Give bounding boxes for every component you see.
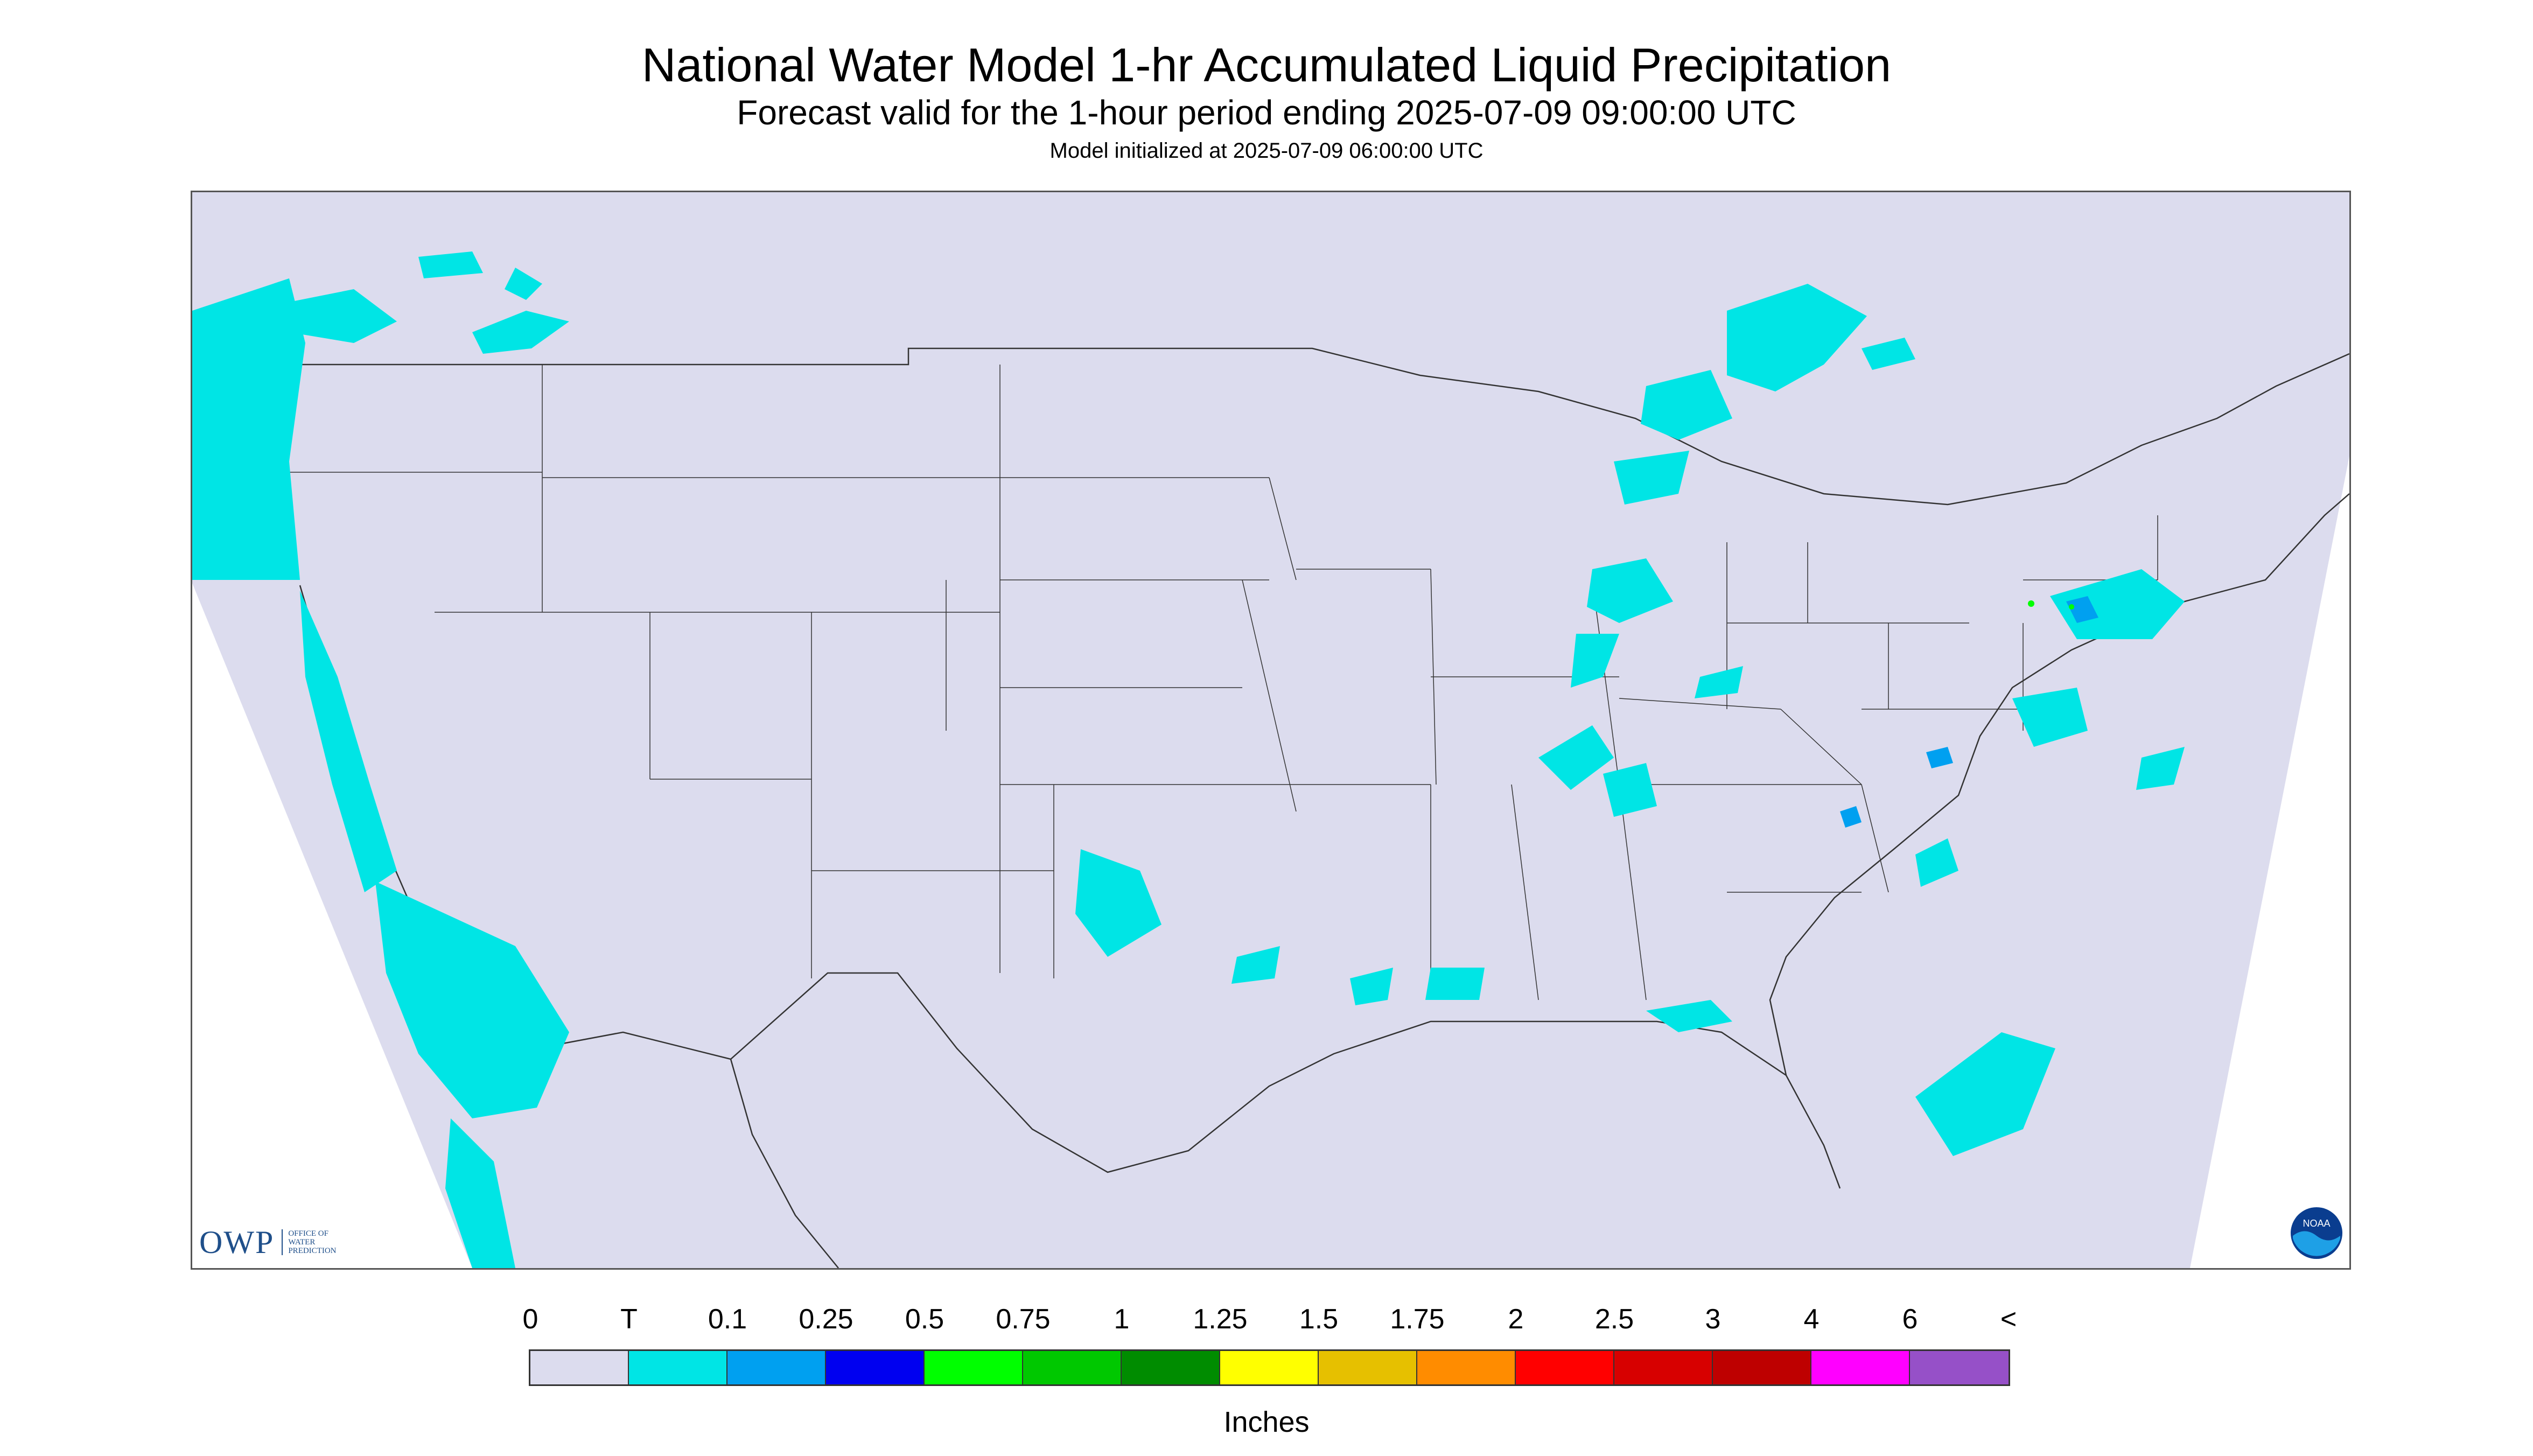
legend-swatch xyxy=(1516,1351,1614,1384)
trace-precip-areas xyxy=(192,251,2185,1268)
legend-swatch xyxy=(1811,1351,1910,1384)
legend-swatch xyxy=(1417,1351,1516,1384)
legend-tick-label: 1.75 xyxy=(1390,1304,1445,1335)
precipitation-map xyxy=(191,191,2351,1270)
legend-tick-label: 0.25 xyxy=(799,1304,853,1335)
legend-swatch xyxy=(826,1351,925,1384)
legend-swatch xyxy=(530,1351,629,1384)
model-init-text: Model initialized at 2025-07-09 06:00:00… xyxy=(1049,139,1484,163)
legend-tick-label: 0 xyxy=(522,1304,538,1335)
map-subtitle: Forecast valid for the 1-hour period end… xyxy=(737,93,1796,132)
owp-logo-mark: OWP xyxy=(199,1224,275,1260)
owp-logo-line: OFFICE OF xyxy=(288,1229,328,1238)
svg-text:NOAA: NOAA xyxy=(2303,1218,2330,1229)
map-canvas xyxy=(192,192,2349,1268)
legend-tick-label: 4 xyxy=(1803,1304,1820,1335)
owp-logo-text: OFFICE OF WATER PREDICTION xyxy=(282,1229,337,1255)
legend-swatch xyxy=(629,1351,727,1384)
legend-tick-label: 0.5 xyxy=(905,1304,944,1335)
legend-swatch xyxy=(1319,1351,1417,1384)
legend-swatch xyxy=(1910,1351,2009,1384)
state-borders xyxy=(289,365,2158,1000)
legend-tick-label: 1 xyxy=(1114,1304,1130,1335)
map-title: National Water Model 1-hr Accumulated Li… xyxy=(641,38,1892,92)
legend-tick-label: < xyxy=(2000,1304,2017,1335)
light-precip-areas xyxy=(1840,596,2098,828)
noaa-logo: NOAA xyxy=(2291,1207,2342,1259)
legend-labels: 0 T 0.1 0.25 0.5 0.75 1 1.25 1.5 1.75 2 2.5 3 4 6 < xyxy=(0,1303,2533,1341)
legend-tick-label: 0.75 xyxy=(996,1304,1051,1335)
legend-swatch xyxy=(1122,1351,1220,1384)
legend-swatch xyxy=(925,1351,1023,1384)
model-domain xyxy=(192,192,2349,1268)
legend-swatch xyxy=(1713,1351,1811,1384)
legend-swatch xyxy=(727,1351,826,1384)
legend-tick-label: 3 xyxy=(1705,1304,1721,1335)
moderate-precip-cores xyxy=(2028,600,2074,610)
legend-swatch xyxy=(1220,1351,1319,1384)
legend-tick-label: 1.5 xyxy=(1299,1304,1339,1335)
owp-logo: OWP OFFICE OF WATER PREDICTION xyxy=(199,1223,337,1261)
legend-colorbar xyxy=(529,1349,2010,1386)
legend-units: Inches xyxy=(1223,1406,1310,1438)
legend-tick-label: 2 xyxy=(1508,1304,1524,1335)
owp-logo-line: WATER xyxy=(288,1238,316,1247)
legend-tick-label: 0.1 xyxy=(708,1304,747,1335)
legend-tick-label: 1.25 xyxy=(1193,1304,1248,1335)
legend-tick-label: T xyxy=(620,1304,638,1335)
owp-logo-line: PREDICTION xyxy=(288,1247,337,1255)
legend-tick-label: 6 xyxy=(1902,1304,1918,1335)
legend-swatch xyxy=(1614,1351,1713,1384)
legend-tick-label: 2.5 xyxy=(1594,1304,1634,1335)
legend-swatch xyxy=(1023,1351,1122,1384)
